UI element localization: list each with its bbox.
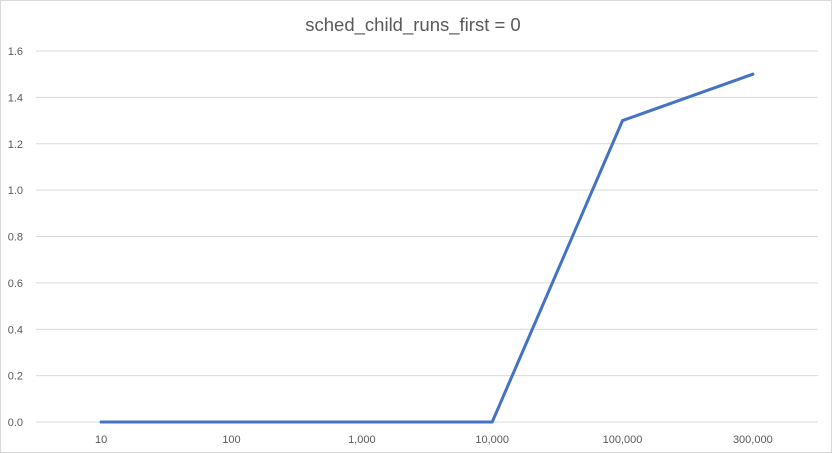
data-point [99, 420, 103, 424]
x-tick-label: 10,000 [475, 434, 509, 446]
y-tick-label: 0.6 [8, 278, 23, 290]
chart-title: sched_child_runs_first = 0 [305, 14, 520, 36]
y-tick-label: 1.0 [8, 185, 23, 197]
y-tick-label: 0.4 [8, 324, 23, 336]
data-point [490, 420, 494, 424]
data-point [751, 72, 755, 76]
gridlines [36, 50, 818, 423]
y-tick-label: 1.4 [8, 92, 23, 104]
x-tick-label: 10 [95, 434, 107, 446]
x-tick-label: 100,000 [603, 434, 643, 446]
data-point [360, 420, 364, 424]
y-tick-label: 0.8 [8, 232, 23, 244]
data-point [621, 119, 624, 123]
y-axis-ticks: 0.0 0.2 0.4 0.6 0.8 1.0 1.2 1.4 1.6 [8, 46, 23, 429]
data-point [230, 420, 233, 424]
x-tick-label: 1,000 [348, 434, 376, 446]
x-axis-ticks: 10 100 1,000 10,000 100,000 300,000 [95, 434, 773, 446]
y-tick-label: 1.6 [8, 46, 23, 58]
y-tick-label: 0.0 [8, 417, 23, 429]
x-tick-label: 100 [222, 434, 240, 446]
y-tick-label: 0.2 [8, 371, 23, 383]
series-layer [99, 72, 755, 424]
x-tick-label: 300,000 [733, 434, 773, 446]
series-line [99, 72, 755, 424]
y-tick-label: 1.2 [8, 139, 23, 151]
